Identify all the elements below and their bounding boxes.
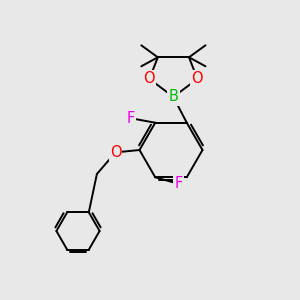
Text: O: O [192, 71, 203, 86]
Text: O: O [110, 145, 121, 160]
Text: O: O [144, 71, 155, 86]
Text: F: F [175, 176, 183, 191]
Text: F: F [127, 111, 135, 126]
Text: B: B [169, 89, 178, 104]
